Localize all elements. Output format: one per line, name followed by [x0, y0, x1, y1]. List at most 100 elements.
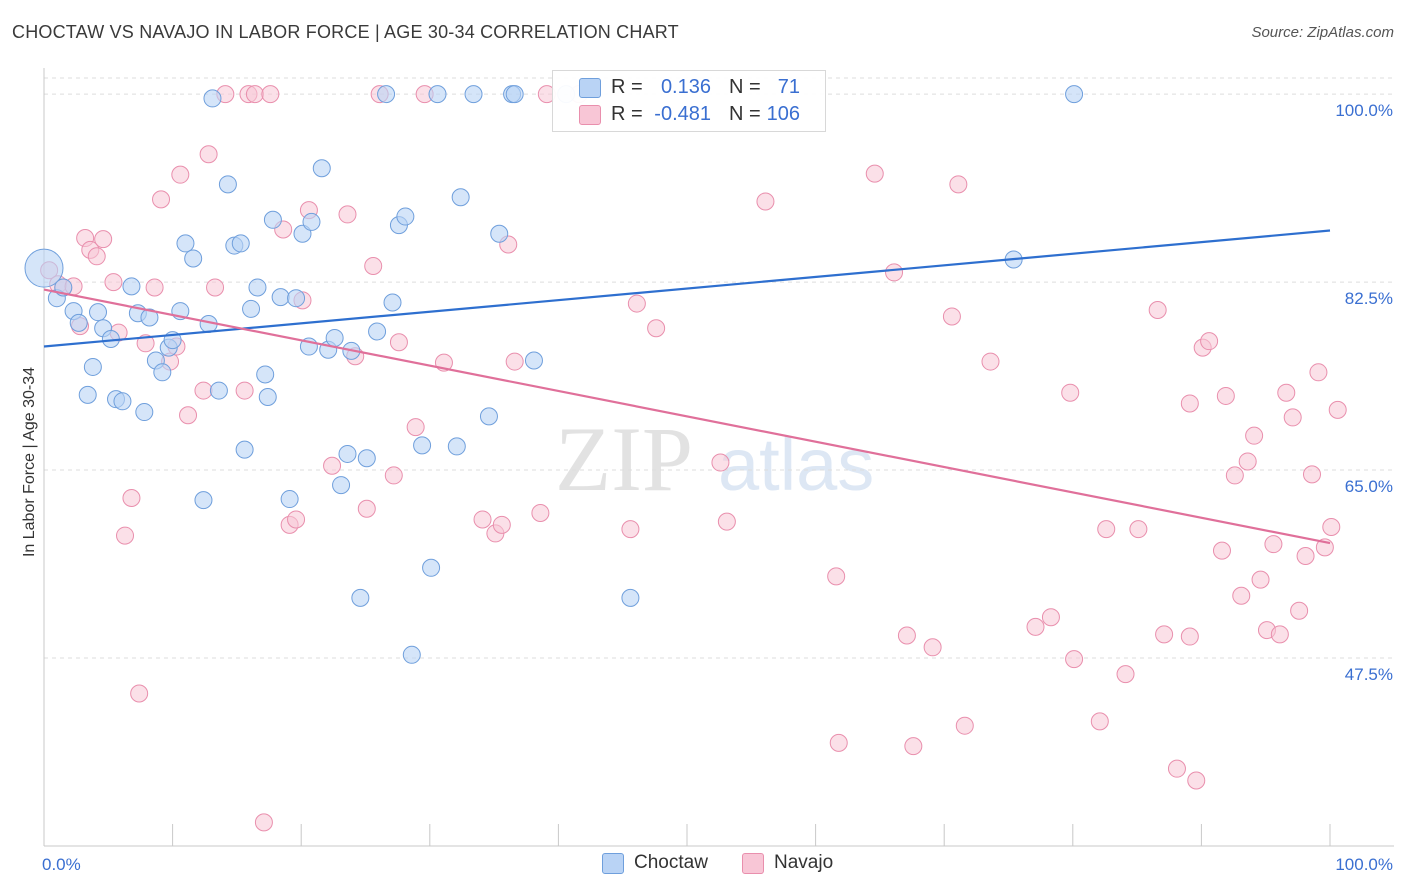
- navajo-point: [717, 512, 736, 531]
- axes: [43, 68, 1394, 847]
- choctaw-point: [122, 277, 141, 296]
- navajo-point: [1116, 665, 1135, 684]
- choctaw-point: [78, 385, 97, 404]
- navajo-point: [1167, 759, 1186, 778]
- choctaw-point: [140, 308, 159, 327]
- navajo-point: [1309, 363, 1328, 382]
- choctaw-point: [280, 490, 299, 509]
- choctaw-point: [83, 357, 102, 376]
- navajo-point: [152, 190, 171, 209]
- navajo-point: [1322, 517, 1341, 536]
- navajo-point: [756, 192, 775, 211]
- choctaw-point: [176, 234, 195, 253]
- choctaw-point: [184, 249, 203, 268]
- navajo-point: [145, 278, 164, 297]
- choctaw-point: [413, 436, 432, 455]
- r-label: R =: [611, 103, 643, 125]
- choctaw-point: [24, 248, 64, 288]
- navajo-point: [1041, 608, 1060, 627]
- series-legend: Choctaw Navajo: [0, 852, 1406, 878]
- watermark: ZIP atlas: [555, 408, 874, 510]
- navajo-point: [1302, 465, 1321, 484]
- navajo-point: [1296, 546, 1315, 565]
- choctaw-point: [325, 328, 344, 347]
- navajo-point: [1026, 617, 1045, 636]
- navajo-point: [1283, 408, 1302, 427]
- navajo-point: [1065, 650, 1084, 669]
- choctaw-point: [203, 89, 222, 108]
- choctaw-point: [422, 558, 441, 577]
- navajo-point: [323, 456, 342, 475]
- choctaw-point: [428, 85, 447, 104]
- navajo-point: [981, 352, 1000, 371]
- choctaw-point: [153, 363, 172, 382]
- choctaw-point: [351, 588, 370, 607]
- navajo-trend-line: [43, 288, 1331, 545]
- navajo-point: [1200, 332, 1219, 351]
- navajo-point: [338, 205, 357, 224]
- navajo-point: [287, 510, 306, 529]
- navajo-point: [897, 626, 916, 645]
- choctaw-points: [24, 85, 1084, 664]
- navajo-point: [357, 499, 376, 518]
- navajo-point: [942, 307, 961, 326]
- choctaw-point: [338, 444, 357, 463]
- navajo-point: [87, 247, 106, 266]
- choctaw-n-value: 71: [777, 76, 800, 98]
- choctaw-point: [524, 351, 543, 370]
- choctaw-point: [69, 313, 88, 332]
- navajo-point: [1251, 570, 1270, 589]
- navajo-point: [711, 453, 730, 472]
- navajo-point: [1328, 400, 1347, 419]
- navajo-point: [1148, 301, 1167, 320]
- navajo-point: [130, 684, 149, 703]
- navajo-point: [621, 520, 640, 539]
- navajo-point: [1270, 625, 1289, 644]
- legend-row-choctaw: R = 0.136 N = 71: [553, 74, 825, 102]
- navajo-point: [116, 526, 135, 545]
- y-axis-label: In Labor Force | Age 30-34: [21, 367, 38, 557]
- r-label: R =: [611, 76, 643, 98]
- navajo-point: [1180, 627, 1199, 646]
- legend-row-navajo: R = -0.481 N = 106: [553, 101, 825, 129]
- navajo-point: [531, 504, 550, 523]
- choctaw-point: [490, 224, 509, 243]
- navajo-point: [171, 165, 190, 184]
- choctaw-point: [1065, 85, 1084, 104]
- watermark-zip: ZIP: [555, 408, 693, 510]
- navajo-point: [206, 278, 225, 297]
- navajo-legend-label: Navajo: [774, 852, 834, 873]
- navajo-point: [949, 175, 968, 194]
- choctaw-point: [479, 407, 498, 426]
- navajo-point: [194, 381, 213, 400]
- choctaw-point: [368, 322, 387, 341]
- navajo-point: [492, 515, 511, 534]
- navajo-point: [885, 263, 904, 282]
- navajo-swatch: [579, 105, 601, 125]
- choctaw-point: [396, 207, 415, 226]
- navajo-point: [955, 716, 974, 735]
- choctaw-point: [302, 212, 321, 231]
- navajo-point: [406, 418, 425, 437]
- correlation-legend: R = 0.136 N = 71 R = -0.481 N = 106: [552, 70, 826, 132]
- y-tick-label: 82.5%: [1345, 289, 1393, 308]
- navajo-point: [923, 638, 942, 657]
- n-label: N =: [729, 76, 761, 98]
- trend-lines: [43, 229, 1331, 545]
- choctaw-point: [271, 288, 290, 307]
- navajo-point: [199, 145, 218, 164]
- choctaw-point: [242, 299, 261, 318]
- grid-lines: [44, 77, 1394, 659]
- axis-labels: 47.5% 65.0% 82.5% 100.0% 0.0% 100.0% In Labor …: [21, 101, 1393, 874]
- navajo-point: [1090, 712, 1109, 731]
- navajo-point: [1264, 535, 1283, 554]
- navajo-point: [1238, 452, 1257, 471]
- navajo-points: [40, 85, 1347, 832]
- choctaw-point: [256, 365, 275, 384]
- navajo-point: [829, 733, 848, 752]
- choctaw-point: [621, 588, 640, 607]
- navajo-point: [1061, 383, 1080, 402]
- navajo-r-value: -0.481: [654, 103, 711, 125]
- choctaw-point: [464, 85, 483, 104]
